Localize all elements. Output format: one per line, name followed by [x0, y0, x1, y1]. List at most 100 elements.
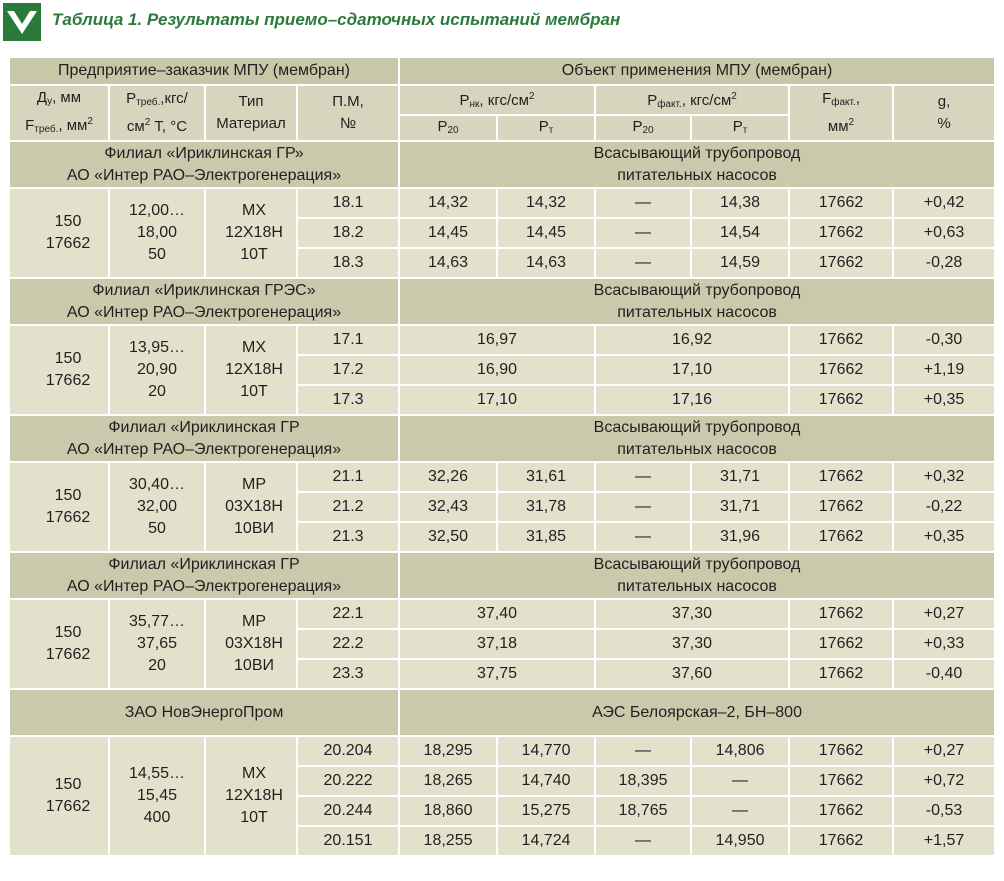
table-row: 23.3 37,75 37,60 17662 -0,40 — [9, 658, 997, 690]
p-nk-pt-value: 14,63 — [496, 247, 597, 279]
p-nk-p20-value: 14,45 — [398, 217, 499, 249]
header-du: Ду, мм Fтреб., мм2 — [8, 84, 110, 142]
table-row: 18.2 14,45 14,45—14,54 17662 +0,63 — [9, 217, 997, 249]
pm-number: 21.1 — [295, 461, 401, 493]
g-percent-value: -0,28 — [892, 247, 997, 279]
p-required-value: 14,55… 15,45 400 — [108, 735, 206, 857]
g-percent-value: +0,35 — [892, 521, 997, 553]
p-nk-p20-value: 18,255 — [398, 825, 499, 857]
p-fakt-value: 16,92 — [594, 324, 791, 356]
p-nk-value: 37,40 — [398, 598, 597, 630]
du-value: 150 17662 — [8, 324, 110, 416]
header-row-subcolumns: P20 Pт P20 Pт — [9, 114, 995, 142]
g-percent-value: -0,30 — [892, 324, 997, 356]
type-material-value: МХ 12Х18Н 10Т — [204, 735, 298, 857]
org-name: Филиал «Ириклинская ГР» АО «Интер РАО–Эл… — [7, 140, 401, 189]
p-nk-pt-value: 31,85 — [496, 521, 597, 553]
pm-number: 23.3 — [295, 658, 401, 690]
f-fakt-value: 17662 — [788, 598, 895, 630]
object-name: Всасывающий трубопровод питательных насо… — [398, 277, 997, 326]
g-percent-value: -0,22 — [892, 491, 997, 523]
g-percent-value: +0,35 — [892, 384, 997, 416]
header-row-columns: Ду, мм Fтреб., мм2 Pтреб.,кгс/ см2 T, °C… — [8, 84, 997, 142]
f-fakt-value: 17662 — [788, 247, 895, 279]
f-fakt-value: 17662 — [788, 765, 895, 797]
p-nk-value: 16,90 — [398, 354, 597, 386]
header-p-required: Pтреб.,кгс/ см2 T, °C — [108, 84, 206, 142]
p-fakt-pt-value: 14,806 — [690, 735, 791, 767]
table-title: Таблица 1. Результаты приемо–сдаточных и… — [52, 10, 621, 29]
type-material-value: МХ 12Х18Н 10Т — [204, 324, 298, 416]
header-row-groups: Предприятие–заказчик МПУ (мембран) Объек… — [7, 56, 997, 86]
p-fakt-pt-value: 14,950 — [690, 825, 791, 857]
p-nk-value: 37,18 — [398, 628, 597, 660]
pm-number: 21.3 — [295, 521, 401, 553]
header-pm-number: П.М, № — [295, 84, 401, 142]
p-nk-p20-value: 14,63 — [398, 247, 499, 279]
checkmark-logo-icon — [3, 3, 41, 41]
table-row: 21.3 32,50 31,85—31,96 17662 +0,35 — [9, 521, 997, 553]
org-row: Филиал «Ириклинская ГР АО «Интер РАО–Эле… — [7, 414, 997, 463]
pm-number: 21.2 — [295, 491, 401, 523]
g-percent-value: +0,42 — [892, 187, 997, 219]
org-name: Филиал «Ириклинская ГР АО «Интер РАО–Эле… — [7, 414, 401, 463]
f-fakt-value: 17662 — [788, 187, 895, 219]
p-nk-pt-value: 14,32 — [496, 187, 597, 219]
p-nk-pt-value: 14,724 — [496, 825, 597, 857]
table-row: 22.2 37,18 37,30 17662 +0,33 — [9, 628, 997, 660]
f-fakt-value: 17662 — [788, 795, 895, 827]
table-row: 150 17662 13,95… 20,90 20 МХ 12Х18Н 10Т 17.… — [8, 324, 997, 416]
g-percent-value: +0,32 — [892, 461, 997, 493]
pm-number: 18.1 — [295, 187, 401, 219]
header-f-fakt: Fфакт., мм2 — [788, 84, 895, 142]
header-pnk-p20: P20 — [398, 114, 499, 142]
table-row: 18.3 14,63 14,63—14,59 17662 -0,28 — [9, 247, 997, 279]
pm-number: 17.3 — [295, 384, 401, 416]
f-fakt-value: 17662 — [788, 491, 895, 523]
p-fakt-value: 37,30 — [594, 628, 791, 660]
p-nk-pt-value: 14,770 — [496, 735, 597, 767]
p-nk-p20-value: 32,43 — [398, 491, 499, 523]
f-fakt-value: 17662 — [788, 324, 895, 356]
f-fakt-value: 17662 — [788, 658, 895, 690]
title-bar: Таблица 1. Результаты приемо–сдаточных и… — [0, 0, 1004, 48]
org-name: Филиал «Ириклинская ГРЭС» АО «Интер РАО–… — [7, 277, 401, 326]
f-fakt-value: 17662 — [788, 628, 895, 660]
p-nk-p20-value: 18,860 — [398, 795, 499, 827]
header-pfakt-p20: P20 — [594, 114, 693, 142]
p-fakt-p20-value: — — [594, 735, 693, 767]
p-nk-pt-value: 14,45 — [496, 217, 597, 249]
p-nk-pt-value: 31,78 — [496, 491, 597, 523]
f-fakt-value: 17662 — [788, 217, 895, 249]
f-fakt-value: 17662 — [788, 461, 895, 493]
table-row: 150 17662 14,55… 15,45 400 МХ 12Х18Н 10Т 20… — [8, 735, 997, 857]
p-nk-value: 16,97 — [398, 324, 597, 356]
table-row: 17.3 17,10 17,16 17662 +0,35 — [9, 384, 997, 416]
org-row: Филиал «Ириклинская ГР АО «Интер РАО–Эле… — [7, 551, 997, 600]
p-nk-value: 37,75 — [398, 658, 597, 690]
pm-number: 20.204 — [295, 735, 401, 767]
table-row: 20.151 18,255 14,724—14,950 17662 +1,57 — [9, 825, 997, 857]
g-percent-value: +0,63 — [892, 217, 997, 249]
f-fakt-value: 17662 — [788, 735, 895, 767]
p-nk-p20-value: 32,26 — [398, 461, 499, 493]
object-name: АЭС Белоярская–2, БН–800 — [398, 688, 997, 737]
p-required-value: 35,77… 37,65 20 — [108, 598, 206, 690]
p-fakt-pt-value: 31,71 — [690, 491, 791, 523]
p-fakt-pt-value: 14,54 — [690, 217, 791, 249]
du-value: 150 17662 — [8, 598, 110, 690]
pm-number: 20.222 — [295, 765, 401, 797]
table-row: 20.222 18,265 14,740 18,395—17662 +0,72 — [9, 765, 997, 797]
header-object: Объект применения МПУ (мембран) — [398, 56, 997, 86]
g-percent-value: +0,72 — [892, 765, 997, 797]
p-fakt-p20-value: 18,395 — [594, 765, 693, 797]
p-fakt-pt-value: 31,96 — [690, 521, 791, 553]
p-fakt-p20-value: — — [594, 825, 693, 857]
p-fakt-value: 17,16 — [594, 384, 791, 416]
header-p-nk: Pнк, кгс/см2 — [398, 84, 597, 116]
table-row: 21.2 32,43 31,78—31,71 17662 -0,22 — [9, 491, 997, 523]
g-percent-value: +1,57 — [892, 825, 997, 857]
p-fakt-p20-value: — — [594, 247, 693, 279]
table-row: 17.2 16,90 17,10 17662 +1,19 — [9, 354, 997, 386]
object-name: Всасывающий трубопровод питательных насо… — [398, 140, 997, 189]
